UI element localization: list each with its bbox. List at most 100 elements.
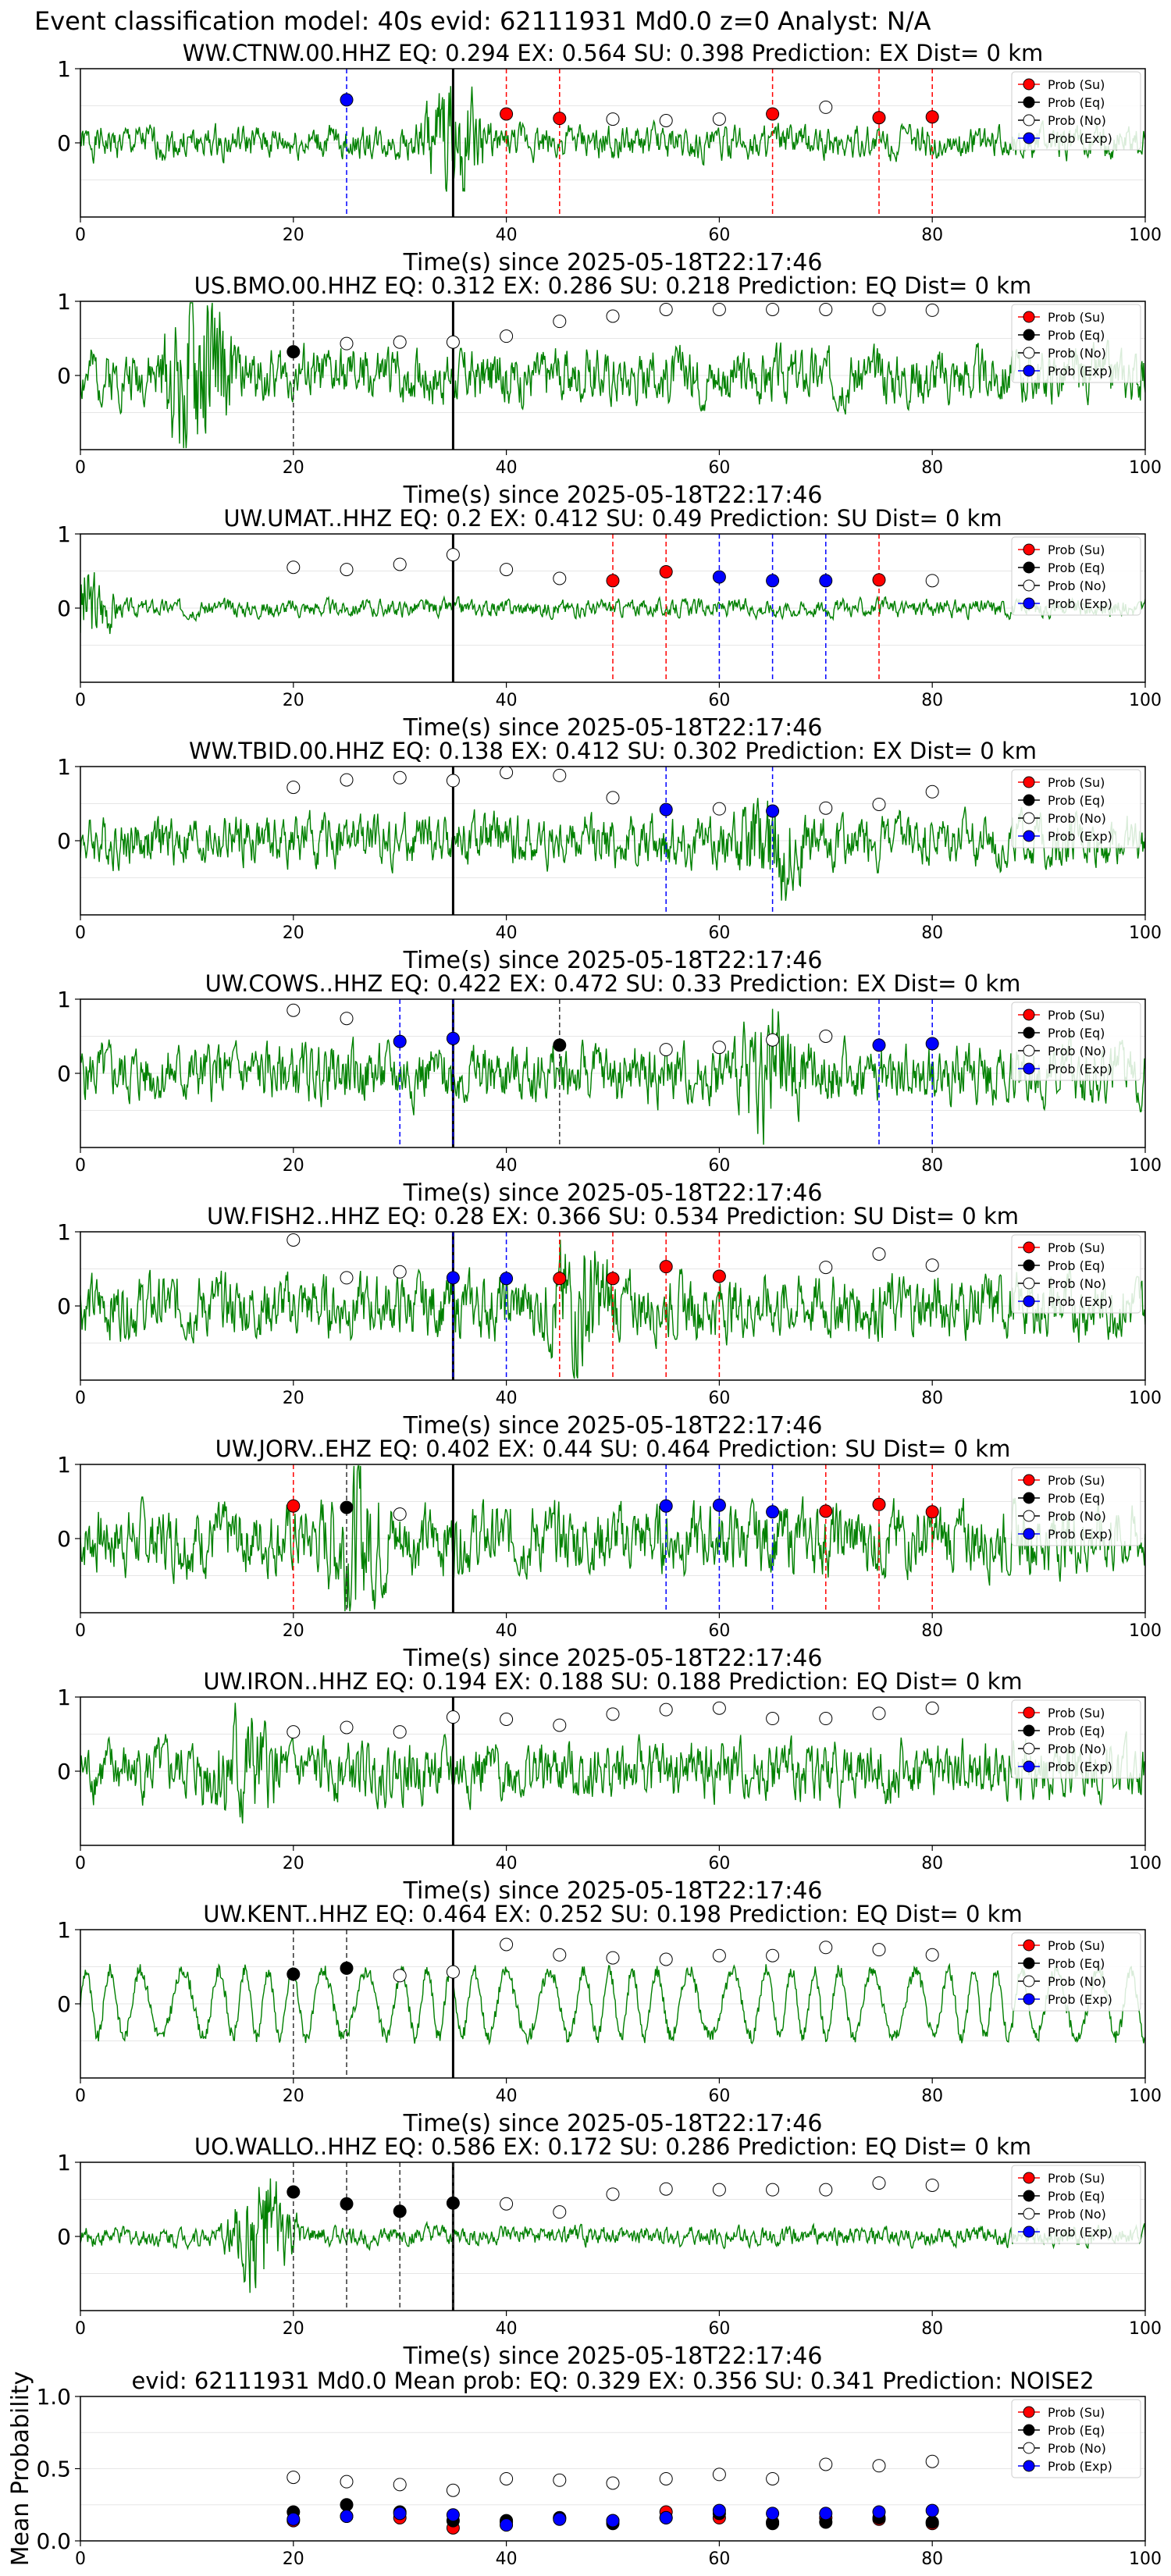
mean-point-no (500, 2471, 514, 2485)
prob-point-eq (340, 1961, 354, 1975)
prob-point-exp (500, 1272, 514, 1286)
prob-point-no (819, 1941, 833, 1955)
legend-label-no: Prob (No) (1048, 1742, 1106, 1756)
axes-frame (80, 998, 1146, 1148)
legend-marker-exp (1023, 1993, 1035, 2005)
seismic-trace (80, 1962, 1145, 2046)
legend-box (1011, 304, 1141, 383)
panel-title: UW.COWS..HHZ EQ: 0.422 EX: 0.472 SU: 0.3… (205, 970, 1021, 997)
mean-point-no (287, 2471, 301, 2485)
seismic-trace (80, 1703, 1145, 1823)
prob-point-eq (393, 2204, 407, 2218)
x-tick-label: 40 (496, 458, 518, 478)
x-axis-label: Time(s) since 2025-05-18T22:17:46 (403, 2343, 823, 2370)
y-tick-label: 0 (57, 828, 71, 854)
legend-marker-exp (1023, 1062, 1035, 1075)
x-tick-label: 0 (75, 1621, 86, 1641)
prob-point-su (872, 573, 886, 587)
prob-point-no (766, 1948, 780, 1962)
x-tick-label: 40 (496, 923, 518, 943)
legend-marker-no (1023, 1742, 1035, 1755)
prob-point-no (712, 802, 726, 816)
legend-marker-eq (1023, 1724, 1035, 1737)
x-tick-label: 100 (1129, 691, 1162, 710)
x-tick-label: 20 (283, 923, 304, 943)
prob-point-no (659, 2182, 673, 2196)
x-tick-label: 0 (75, 2549, 86, 2569)
prob-point-no (659, 114, 673, 127)
prob-point-su (659, 1260, 673, 1274)
x-tick-label: 40 (496, 1854, 518, 1873)
legend-marker-eq (1023, 2424, 1035, 2436)
x-tick-label: 0 (75, 226, 86, 245)
prob-point-no (340, 1271, 354, 1285)
prob-point-no (712, 112, 726, 126)
prob-point-no (819, 100, 833, 114)
legend-marker-no (1023, 347, 1035, 359)
x-tick-label: 100 (1129, 1621, 1162, 1641)
prob-point-no (340, 1720, 354, 1735)
station-panel: UW.JORV..EHZ EQ: 0.402 EX: 0.44 SU: 0.46… (57, 1436, 1162, 1672)
mean-point-no (819, 2457, 833, 2471)
legend-label-eq: Prob (Eq) (1048, 1956, 1105, 1971)
prob-point-eq (287, 1967, 301, 1981)
prob-point-exp (925, 1037, 939, 1051)
plot-area (80, 2162, 1145, 2311)
x-tick-label: 100 (1129, 2319, 1162, 2339)
legend-label-eq: Prob (Eq) (1048, 2189, 1105, 2204)
mean-point-exp (553, 2512, 567, 2526)
x-tick-label: 20 (283, 458, 304, 478)
legend-marker-exp (1023, 132, 1035, 144)
prob-point-no (500, 767, 514, 780)
prob-point-no (925, 1258, 939, 1272)
legend-label-exp: Prob (Exp) (1048, 2225, 1112, 2240)
legend-label-su: Prob (Su) (1048, 2405, 1105, 2420)
x-tick-label: 0 (75, 1156, 86, 1176)
prob-point-no (766, 302, 780, 316)
x-tick-label: 60 (708, 923, 730, 943)
prob-point-no (553, 1948, 567, 1962)
prob-point-no (872, 1943, 886, 1957)
seismic-trace (80, 1009, 1145, 1145)
x-tick-label: 0 (75, 1389, 86, 1408)
prob-point-no (925, 574, 939, 588)
prob-point-no (446, 548, 460, 562)
prob-point-no (393, 557, 407, 571)
legend-label-su: Prob (Su) (1048, 310, 1105, 325)
prob-point-no (925, 785, 939, 799)
x-axis-label: Time(s) since 2025-05-18T22:17:46 (403, 1877, 823, 1905)
prob-point-no (340, 1012, 354, 1026)
x-tick-label: 20 (283, 691, 304, 710)
legend-label-no: Prob (No) (1048, 1974, 1106, 1989)
x-tick-label: 40 (496, 1156, 518, 1176)
mean-point-no (606, 2476, 620, 2490)
legend-marker-no (1023, 812, 1035, 824)
legend-label-exp: Prob (Exp) (1048, 1294, 1112, 1309)
x-tick-label: 40 (496, 226, 518, 245)
legend-label-eq: Prob (Eq) (1048, 95, 1105, 110)
x-tick-label: 0 (75, 691, 86, 710)
prob-point-no (500, 329, 514, 343)
legend-marker-exp (1023, 365, 1035, 377)
legend-label-su: Prob (Su) (1048, 1473, 1105, 1488)
prob-point-no (766, 1033, 780, 1047)
y-axis-label: Mean Probability (7, 2371, 34, 2567)
seismic-trace (80, 2178, 1145, 2293)
y-tick-label: 0 (57, 1061, 71, 1087)
y-tick-label: 1 (57, 2150, 71, 2176)
legend-marker-exp (1023, 1760, 1035, 1773)
x-tick-label: 80 (921, 923, 943, 943)
prob-point-exp (766, 804, 780, 818)
x-tick-label: 40 (496, 2319, 518, 2339)
x-tick-label: 100 (1129, 1156, 1162, 1176)
axes-frame (80, 68, 1146, 218)
station-panel: US.BMO.00.HHZ EQ: 0.312 EX: 0.286 SU: 0.… (57, 272, 1162, 509)
x-tick-label: 80 (921, 2319, 943, 2339)
prob-point-exp (659, 802, 673, 817)
y-tick-label: 1 (57, 1917, 71, 1943)
station-panel: UW.COWS..HHZ EQ: 0.422 EX: 0.472 SU: 0.3… (57, 970, 1162, 1207)
prob-point-no (287, 1003, 301, 1017)
mean-point-no (393, 2478, 407, 2492)
prob-point-no (606, 1707, 620, 1721)
y-tick-label: 0 (57, 1526, 71, 1552)
